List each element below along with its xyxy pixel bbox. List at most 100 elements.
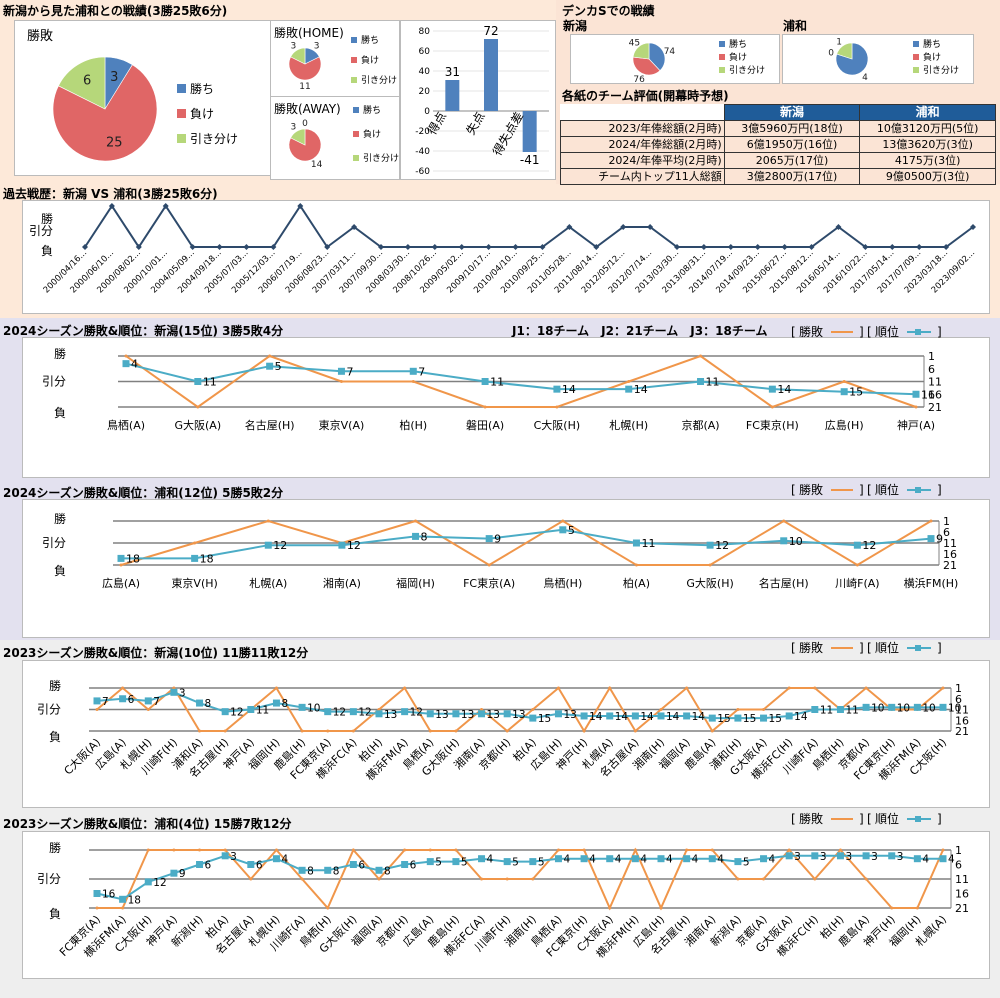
season-rank-point-12 bbox=[401, 708, 409, 716]
goals-value-0: 31 bbox=[445, 65, 460, 79]
goals-tick-5: -20 bbox=[415, 127, 430, 137]
season-rank-point-7 bbox=[632, 539, 640, 547]
season-category-11: 横浜FM(H) bbox=[904, 576, 959, 590]
season-rank-label-0: 18 bbox=[126, 552, 140, 565]
season-legend-bracket-close-1: ] bbox=[859, 483, 864, 497]
goals-bar-0 bbox=[445, 80, 460, 111]
season-category-1: G大阪(A) bbox=[174, 418, 221, 432]
season-result-point-11 bbox=[914, 405, 918, 409]
eval-row-label: 2024/年俸平均(2月時) bbox=[560, 152, 725, 169]
history-marker-16 bbox=[512, 244, 519, 250]
season-category-9: FC東京(H) bbox=[746, 418, 799, 432]
denka-urawa-label: 浦和 bbox=[783, 19, 808, 33]
season-result-point-2 bbox=[146, 848, 150, 852]
season-category-6: 鳥栖(H) bbox=[543, 576, 582, 590]
season-legend-bracket-open-1: [ bbox=[791, 483, 796, 497]
season-result-point-1 bbox=[196, 405, 200, 409]
season-rank-label-11: 8 bbox=[384, 865, 391, 877]
season-category-3: 東京V(A) bbox=[319, 418, 365, 432]
history-marker-15 bbox=[485, 244, 492, 250]
season-rank-tick-3: 16 bbox=[955, 714, 969, 727]
season-result-point-15 bbox=[480, 708, 484, 711]
season-rank-point-16 bbox=[503, 710, 511, 718]
season-result-point-4 bbox=[411, 380, 415, 383]
season-rank-label-23: 4 bbox=[692, 854, 699, 866]
season-category-7: 柏(A) bbox=[623, 576, 650, 590]
season-rank-point-8 bbox=[298, 703, 306, 711]
season-result-point-10 bbox=[842, 380, 846, 383]
season-rank-label-12: 6 bbox=[410, 860, 417, 872]
away-pie-legend-win: 勝ち bbox=[363, 104, 381, 116]
season-result-point-31 bbox=[890, 906, 894, 910]
season-rank-point-24 bbox=[708, 855, 716, 863]
season-result-point-30 bbox=[864, 686, 868, 690]
season-result-line bbox=[120, 519, 932, 567]
overall-pie-label: 勝敗 bbox=[27, 29, 54, 44]
season-rank-label-0: 7 bbox=[102, 696, 109, 708]
overall-pie-label-draw: 6 bbox=[83, 74, 91, 89]
season-rank-point-1 bbox=[119, 695, 127, 703]
season-category-0: 広島(A) bbox=[102, 576, 140, 590]
season-rank-point-5 bbox=[485, 535, 493, 543]
season-rank-point-2 bbox=[264, 541, 272, 549]
eval-niigata-value: 2065万(17位) bbox=[723, 152, 861, 169]
season-result-point-0 bbox=[95, 906, 99, 910]
denka-niigata-pie-legend-loss: 負け bbox=[729, 51, 747, 63]
season-rank-label-9: 14 bbox=[777, 383, 791, 396]
season-category-8: G大阪(H) bbox=[686, 576, 733, 590]
denka-niigata-pie-legend-draw: 引き分け bbox=[729, 65, 765, 76]
niigata-2024-title: 2024シーズン勝敗&順位：新潟(15位) 3勝5敗4分 bbox=[3, 324, 284, 338]
season-rank-label-14: 13 bbox=[461, 709, 474, 721]
season-rank-tick-0: 1 bbox=[943, 515, 950, 528]
eval-row-label: 2023/年俸総額(2月時) bbox=[560, 120, 725, 137]
away-pie-box: 勝敗(AWAY) 0 14 3 勝ち 負け 引き分け bbox=[270, 96, 400, 180]
season-result-point-11 bbox=[377, 708, 381, 711]
league-note: J1：18チーム J2：21チーム J3：18チーム bbox=[512, 324, 768, 338]
season-rank-label-21: 4 bbox=[640, 854, 647, 866]
season-result-point-5 bbox=[223, 848, 227, 852]
season-rank-tick-4: 21 bbox=[928, 401, 942, 414]
season-rank-point-18 bbox=[554, 710, 562, 718]
away-pie-legend-swatch-loss bbox=[353, 131, 359, 137]
season-rank-point-11 bbox=[375, 710, 383, 718]
season-rank-label-15: 4 bbox=[487, 854, 494, 866]
away-pie-label: 勝敗(AWAY) bbox=[274, 102, 341, 116]
season-ylabel-1: 引分 bbox=[37, 872, 61, 886]
history-marker-14 bbox=[458, 244, 465, 250]
season-rank-label-33: 10 bbox=[948, 702, 961, 714]
season-legend-rank-label: 順位 bbox=[875, 482, 899, 497]
season-result-point-7 bbox=[274, 686, 278, 690]
season-legend-rank-marker bbox=[915, 645, 921, 651]
season-ylabel-2: 負 bbox=[54, 564, 66, 578]
season-rank-point-6 bbox=[559, 526, 567, 534]
season-category-4: 福岡(H) bbox=[396, 576, 435, 590]
season-legend-bracket-open-2: [ bbox=[867, 483, 872, 497]
season-result-line bbox=[97, 847, 944, 911]
season-rank-label-8: 8 bbox=[307, 865, 314, 877]
history-ylabel-1: 引分 bbox=[29, 224, 53, 238]
season-result-point-12 bbox=[403, 848, 407, 852]
season-rank-label-5: 3 bbox=[230, 851, 237, 863]
season-result-line bbox=[125, 354, 917, 409]
history-marker-18 bbox=[566, 224, 573, 230]
season-rank-tick-2: 11 bbox=[955, 704, 969, 717]
season-rank-label-2: 7 bbox=[153, 696, 160, 708]
season-category-1: 東京V(H) bbox=[171, 576, 217, 590]
season-category-7: 札幌(H) bbox=[609, 418, 648, 432]
season-result-point-28 bbox=[813, 686, 817, 690]
season-result-point-32 bbox=[915, 906, 919, 910]
season-ylabel-2: 負 bbox=[49, 730, 61, 744]
season-rank-label-4: 7 bbox=[418, 365, 425, 378]
denka-niigata-pie-slice-win bbox=[648, 42, 666, 72]
season-legend-rank-marker bbox=[915, 329, 921, 335]
season-rank-label-13: 5 bbox=[435, 857, 442, 869]
season-rank-point-1 bbox=[194, 378, 202, 385]
season-rank-label-3: 9 bbox=[179, 868, 186, 880]
history-marker-23 bbox=[700, 244, 707, 250]
denka-niigata-pie-slice-draw bbox=[632, 42, 650, 60]
season-result-point-33 bbox=[941, 848, 945, 852]
season-result-point-13 bbox=[428, 729, 432, 733]
